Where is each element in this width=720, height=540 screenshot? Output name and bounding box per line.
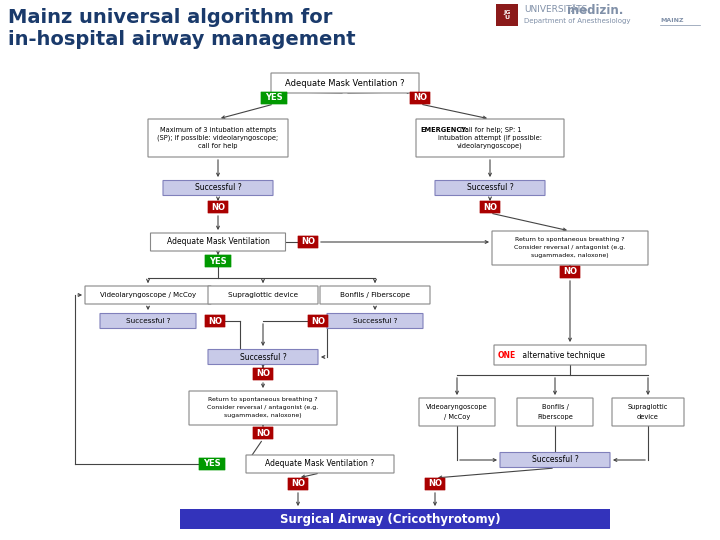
Text: Successful ?: Successful ? [353, 318, 397, 324]
FancyBboxPatch shape [253, 368, 273, 380]
Text: Successful ?: Successful ? [194, 184, 241, 192]
Text: sugammadex, naloxone): sugammadex, naloxone) [531, 253, 609, 259]
Text: Consider reversal / antagonist (e.g.: Consider reversal / antagonist (e.g. [514, 246, 626, 251]
Text: / McCoy: / McCoy [444, 414, 470, 420]
Text: Successful ?: Successful ? [126, 318, 170, 324]
Text: NO: NO [483, 202, 497, 212]
Text: NO: NO [428, 480, 442, 489]
FancyBboxPatch shape [410, 92, 430, 104]
Text: NO: NO [256, 429, 270, 437]
FancyBboxPatch shape [500, 453, 610, 468]
Text: NO: NO [311, 316, 325, 326]
Text: (SP); if possible: videolaryngoscope;: (SP); if possible: videolaryngoscope; [158, 135, 279, 141]
FancyBboxPatch shape [208, 201, 228, 213]
FancyBboxPatch shape [246, 455, 394, 473]
FancyBboxPatch shape [320, 286, 430, 304]
Text: YES: YES [210, 256, 227, 266]
FancyBboxPatch shape [288, 478, 308, 490]
Text: ONE: ONE [498, 350, 516, 360]
Text: Mainz universal algorithm for: Mainz universal algorithm for [8, 8, 333, 27]
Text: Supraglottic device: Supraglottic device [228, 292, 298, 298]
FancyBboxPatch shape [435, 180, 545, 195]
Text: Call for help; SP: 1: Call for help; SP: 1 [458, 127, 521, 133]
Text: Fiberscope: Fiberscope [537, 414, 573, 420]
Text: Return to spontaneous breathing ?: Return to spontaneous breathing ? [516, 238, 625, 242]
FancyBboxPatch shape [85, 286, 211, 304]
Text: Videolaryngoscope / McCoy: Videolaryngoscope / McCoy [100, 292, 196, 298]
Text: YES: YES [203, 460, 221, 469]
FancyBboxPatch shape [148, 119, 288, 157]
Text: Maximum of 3 intubation attempts: Maximum of 3 intubation attempts [160, 127, 276, 133]
FancyBboxPatch shape [189, 391, 337, 425]
Text: NO: NO [301, 238, 315, 246]
Text: NO: NO [211, 202, 225, 212]
FancyBboxPatch shape [560, 266, 580, 278]
Text: Bonfils /: Bonfils / [541, 404, 568, 410]
Text: NO: NO [563, 267, 577, 276]
FancyBboxPatch shape [517, 398, 593, 426]
Text: alternative technique: alternative technique [520, 350, 605, 360]
FancyBboxPatch shape [416, 119, 564, 157]
FancyBboxPatch shape [298, 236, 318, 248]
FancyBboxPatch shape [425, 478, 445, 490]
Text: in-hospital airway management: in-hospital airway management [8, 30, 356, 49]
FancyBboxPatch shape [308, 315, 328, 327]
Text: UNIVERSITÄTS: UNIVERSITÄTS [524, 5, 588, 15]
FancyBboxPatch shape [612, 398, 684, 426]
Text: JG
U: JG U [503, 10, 510, 21]
Text: Successful ?: Successful ? [240, 353, 287, 361]
Text: Return to spontaneous breathing ?: Return to spontaneous breathing ? [208, 397, 318, 402]
Text: device: device [637, 414, 659, 420]
Text: Successful ?: Successful ? [467, 184, 513, 192]
Text: EMERGENCY:: EMERGENCY: [420, 127, 468, 133]
FancyBboxPatch shape [205, 255, 231, 267]
FancyBboxPatch shape [150, 233, 286, 251]
Text: Supraglottic: Supraglottic [628, 404, 668, 410]
Text: YES: YES [265, 93, 283, 103]
Text: NO: NO [291, 480, 305, 489]
FancyBboxPatch shape [327, 314, 423, 328]
Text: videolaryngoscope): videolaryngoscope) [457, 143, 523, 149]
FancyBboxPatch shape [496, 4, 518, 26]
FancyBboxPatch shape [419, 398, 495, 426]
Text: Department of Anesthesiology: Department of Anesthesiology [524, 18, 631, 24]
Text: sugammadex, naloxone): sugammadex, naloxone) [224, 414, 302, 418]
FancyBboxPatch shape [199, 458, 225, 470]
FancyBboxPatch shape [494, 345, 646, 365]
FancyBboxPatch shape [163, 180, 273, 195]
Text: Bonfils / Fiberscope: Bonfils / Fiberscope [340, 292, 410, 298]
FancyBboxPatch shape [208, 349, 318, 364]
Text: NO: NO [413, 93, 427, 103]
FancyBboxPatch shape [180, 509, 610, 529]
FancyBboxPatch shape [480, 201, 500, 213]
Text: Adequate Mask Ventilation: Adequate Mask Ventilation [166, 238, 269, 246]
FancyBboxPatch shape [208, 286, 318, 304]
Text: Successful ?: Successful ? [531, 456, 578, 464]
Text: Surgical Airway (Cricothyrotomy): Surgical Airway (Cricothyrotomy) [279, 512, 500, 525]
Text: Consider reversal / antagonist (e.g.: Consider reversal / antagonist (e.g. [207, 406, 319, 410]
Text: NO: NO [256, 369, 270, 379]
Text: MAINZ: MAINZ [660, 18, 683, 24]
Text: Videoaryngoscope: Videoaryngoscope [426, 404, 488, 410]
Text: call for help: call for help [198, 143, 238, 149]
FancyBboxPatch shape [205, 315, 225, 327]
Text: NO: NO [208, 316, 222, 326]
FancyBboxPatch shape [271, 73, 419, 93]
Text: medizin.: medizin. [567, 3, 624, 17]
FancyBboxPatch shape [492, 231, 648, 265]
FancyBboxPatch shape [253, 427, 273, 439]
FancyBboxPatch shape [261, 92, 287, 104]
FancyBboxPatch shape [100, 314, 196, 328]
Text: intubation attempt (if possible:: intubation attempt (if possible: [438, 135, 542, 141]
Text: Adequate Mask Ventilation ?: Adequate Mask Ventilation ? [285, 78, 405, 87]
Text: Adequate Mask Ventilation ?: Adequate Mask Ventilation ? [266, 460, 374, 469]
